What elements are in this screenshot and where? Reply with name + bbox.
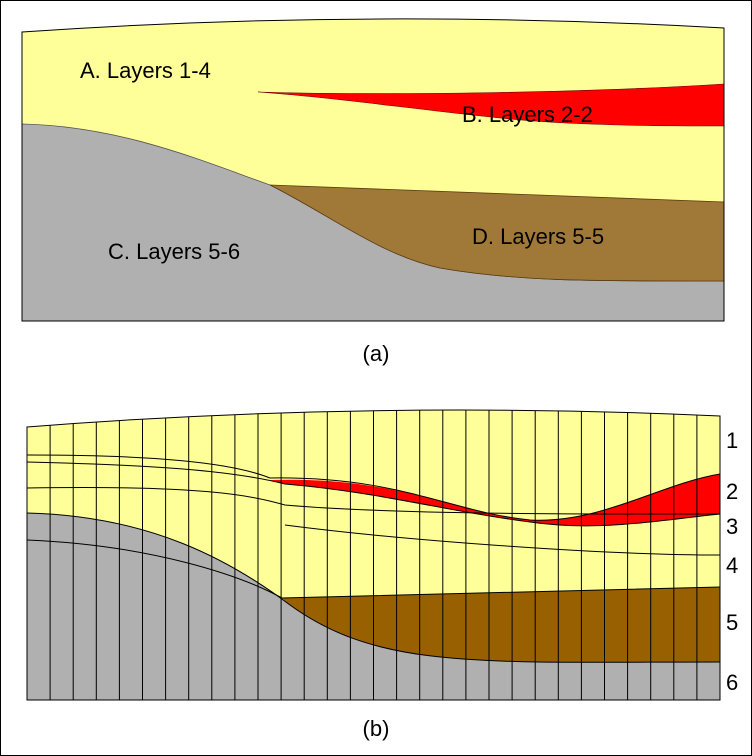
region-label: A. Layers 1-4	[80, 58, 211, 83]
layer-5-5	[282, 587, 720, 663]
boundary	[284, 524, 721, 556]
layer-number: 4	[726, 553, 738, 578]
panel-b-border	[26, 409, 721, 701]
layer-number: 5	[726, 610, 738, 635]
region-b	[257, 83, 725, 127]
layer-number: 6	[726, 670, 738, 695]
boundary	[26, 512, 721, 663]
panel-a: A. Layers 1-4 B. Layers 2-2 C. Layers 5-…	[21, 18, 725, 366]
columns	[49, 410, 698, 700]
layer-number: 3	[726, 514, 738, 539]
panel-a-border	[21, 18, 725, 322]
panel-b: 1 2 3 4 5 6 (b)	[26, 409, 738, 741]
layer-2-2	[270, 474, 720, 526]
caption: (a)	[363, 341, 390, 366]
region-d	[269, 184, 725, 282]
layer-number: 2	[726, 479, 738, 504]
boundary	[26, 454, 721, 521]
region-label: B. Layers 2-2	[462, 102, 593, 127]
region-label: D. Layers 5-5	[472, 224, 604, 249]
layers-5-6	[27, 513, 720, 700]
region-label: C. Layers 5-6	[108, 239, 240, 264]
boundary	[26, 539, 721, 599]
boundary	[26, 461, 721, 527]
boundary	[26, 486, 721, 515]
layer-boundaries	[26, 454, 721, 663]
layer-number: 1	[726, 428, 738, 453]
caption: (b)	[363, 716, 390, 741]
